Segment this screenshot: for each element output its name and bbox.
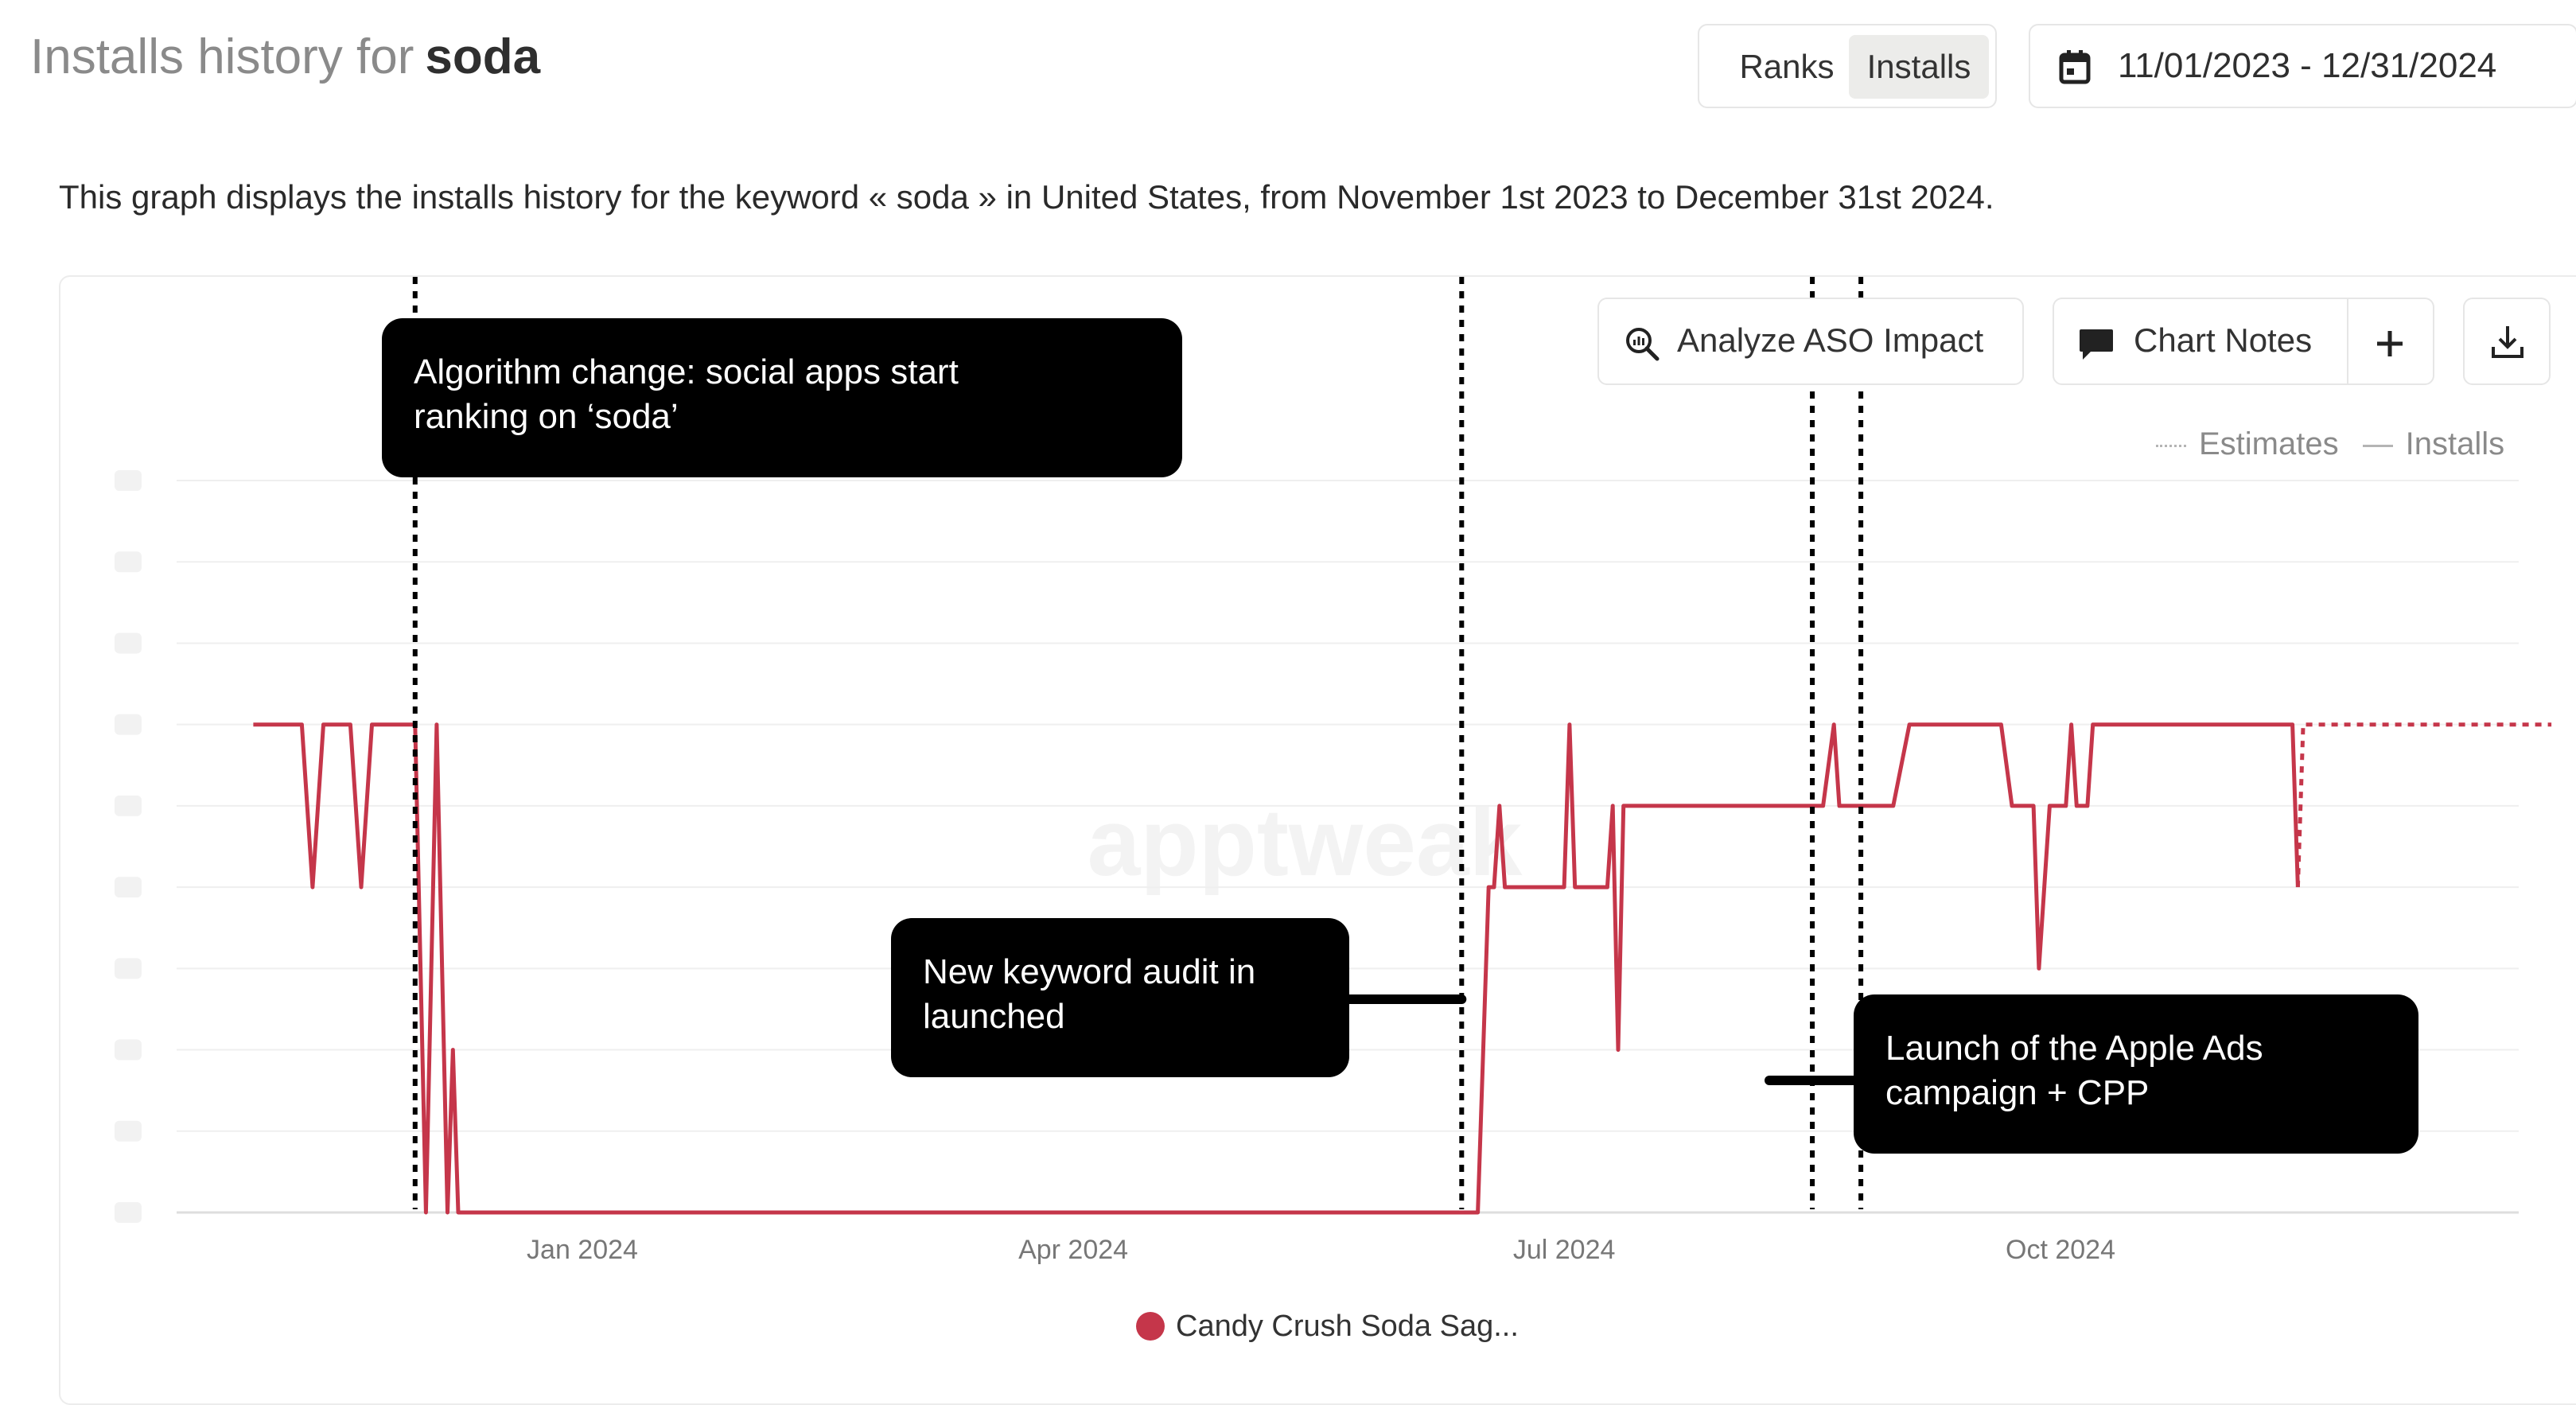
series-legend-item[interactable]: Candy Crush Soda Sag... bbox=[1136, 1310, 1519, 1344]
y-tick-label-blurred bbox=[115, 1202, 142, 1223]
analyze-label: Analyze ASO Impact bbox=[1677, 321, 1984, 359]
title-keyword: soda bbox=[425, 29, 541, 84]
x-tick-label: Oct 2024 bbox=[2006, 1235, 2115, 1265]
installs-swatch bbox=[2362, 444, 2393, 447]
y-tick-label-blurred bbox=[115, 795, 142, 816]
calendar-icon bbox=[2059, 50, 2091, 84]
legend-installs: Installs bbox=[2405, 426, 2505, 461]
y-tick-label-blurred bbox=[115, 714, 142, 735]
series-name: Candy Crush Soda Sag... bbox=[1176, 1310, 1519, 1343]
plus-icon[interactable] bbox=[2372, 326, 2407, 361]
speech-bubble-icon bbox=[2080, 329, 2113, 360]
ranks-installs-toggle: Ranks Installs bbox=[1698, 24, 1997, 108]
annotation-algorithm-change: Algorithm change: social apps start rank… bbox=[382, 318, 1182, 477]
legend-estimates: Estimates bbox=[2199, 426, 2339, 461]
ranks-tab[interactable]: Ranks bbox=[1739, 48, 1835, 85]
y-tick-label-blurred bbox=[115, 877, 142, 898]
title-prefix: Installs history for bbox=[30, 29, 414, 84]
x-tick-label: Jan 2024 bbox=[527, 1235, 638, 1265]
annotation-keyword-audit: New keyword audit in launched bbox=[891, 918, 1349, 1077]
y-tick-label-blurred bbox=[115, 1120, 142, 1142]
date-range-text: 11/01/2023 - 12/31/2024 bbox=[2118, 46, 2497, 85]
annotation-apple-ads: Launch of the Apple Ads campaign + CPP bbox=[1854, 994, 2418, 1154]
y-tick-label-blurred bbox=[115, 551, 142, 573]
y-tick-label-blurred bbox=[115, 958, 142, 979]
chart-legend: Estimates Installs bbox=[2156, 426, 2504, 462]
chart-description: This graph displays the installs history… bbox=[59, 178, 1994, 216]
x-tick-label: Jul 2024 bbox=[1513, 1235, 1616, 1265]
y-tick-label-blurred bbox=[115, 470, 142, 491]
installs-tab[interactable]: Installs bbox=[1849, 35, 1989, 99]
download-button[interactable] bbox=[2463, 298, 2551, 385]
series-line-estimates bbox=[2295, 722, 2552, 888]
page-title: Installs history for soda bbox=[30, 29, 540, 85]
magnifier-chart-icon bbox=[1626, 328, 1660, 361]
analyze-aso-impact-button[interactable]: Analyze ASO Impact bbox=[1597, 298, 2024, 385]
series-color-dot bbox=[1136, 1312, 1165, 1341]
series-line-installs bbox=[253, 722, 2300, 1215]
watermark-text: apptweak bbox=[1088, 789, 1523, 896]
x-tick-label: Apr 2024 bbox=[1018, 1235, 1128, 1265]
download-icon bbox=[2492, 326, 2523, 358]
chart-notes-label: Chart Notes bbox=[2134, 321, 2313, 359]
button-divider bbox=[2347, 299, 2348, 383]
estimates-swatch bbox=[2156, 444, 2186, 447]
y-tick-label-blurred bbox=[115, 1039, 142, 1061]
chart-notes-button[interactable]: Chart Notes bbox=[2053, 298, 2434, 385]
y-tick-label-blurred bbox=[115, 632, 142, 654]
date-range-picker[interactable]: 11/01/2023 - 12/31/2024 bbox=[2029, 24, 2576, 108]
